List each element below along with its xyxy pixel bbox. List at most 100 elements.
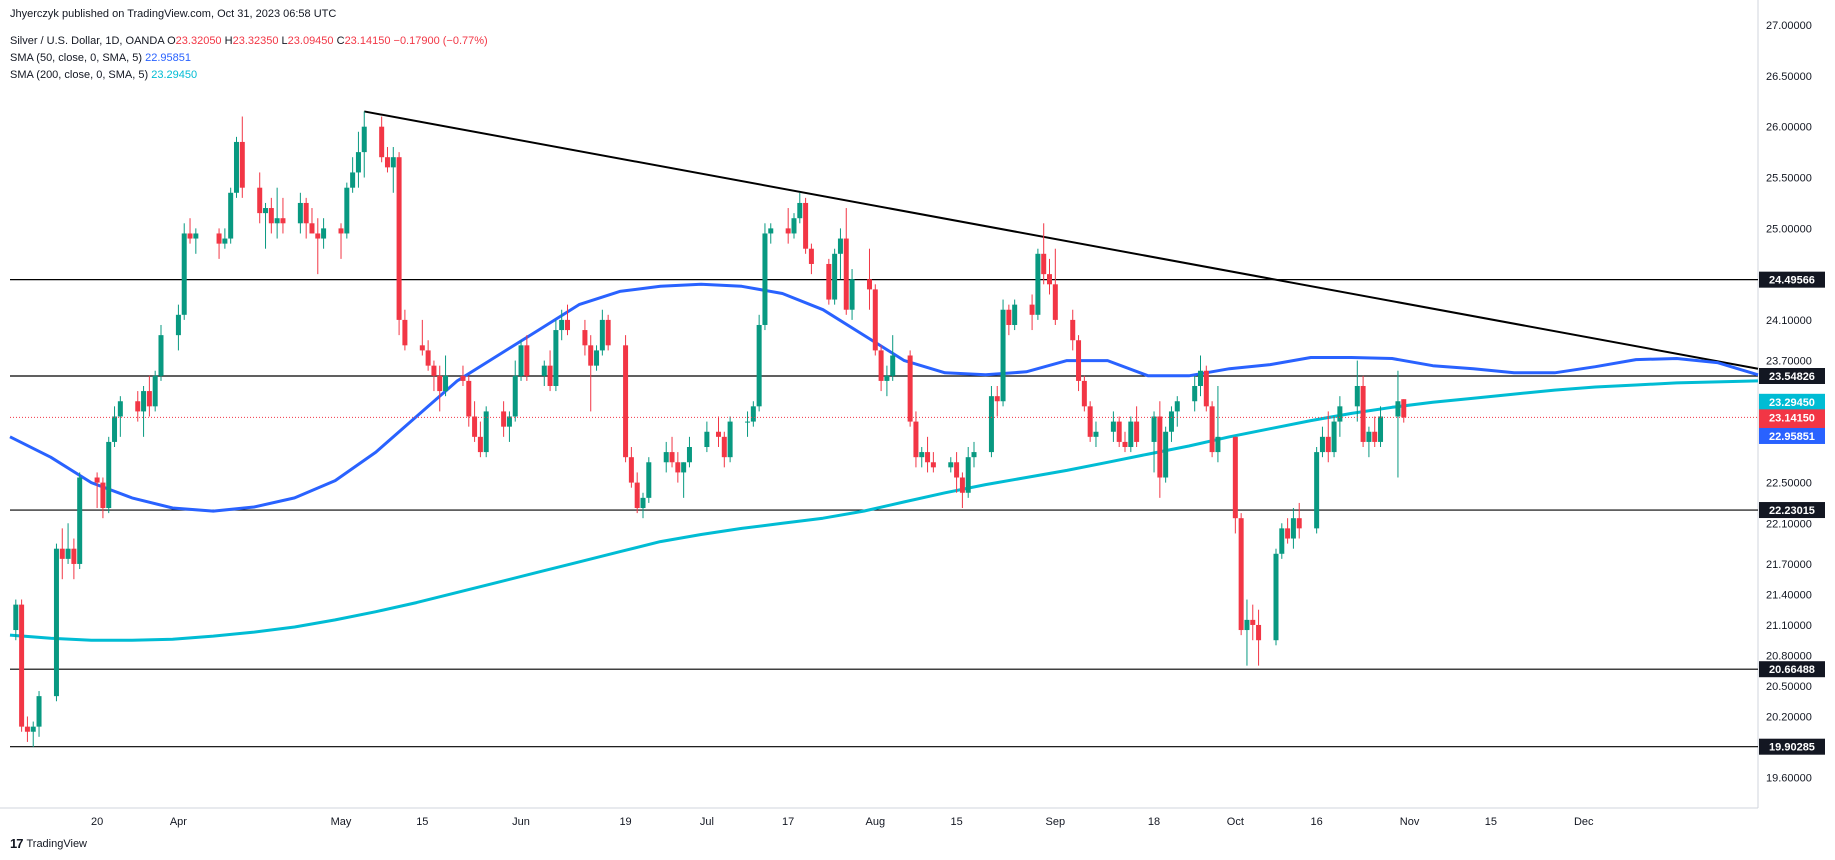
x-tick-label: Nov: [1400, 816, 1420, 828]
sma50-value: 22.95851: [145, 52, 192, 64]
y-tick-label: 20.50000: [1766, 681, 1812, 693]
candle-body: [1378, 416, 1384, 442]
candle-body: [803, 202, 809, 249]
candle-body: [1331, 421, 1337, 453]
candle-body: [94, 477, 100, 483]
candle-body: [872, 289, 878, 351]
change-value: −0.17900 (−0.77%): [393, 35, 488, 47]
level-price-tag: [1759, 271, 1825, 288]
candle-body: [141, 391, 147, 412]
level-price-label: 20.66488: [1769, 664, 1815, 676]
candle-body: [384, 157, 390, 168]
candle-body: [1197, 370, 1203, 386]
candle-body: [925, 452, 931, 463]
candle-body: [919, 452, 925, 458]
y-tick-label: 19.60000: [1766, 772, 1812, 784]
x-tick-label: Oct: [1227, 816, 1244, 828]
x-tick-label: Apr: [170, 816, 187, 828]
open-label: O: [167, 35, 176, 47]
candle-body: [1366, 431, 1372, 442]
y-tick-label: 22.50000: [1766, 478, 1812, 490]
candle-body: [559, 319, 565, 331]
candle-body: [350, 172, 356, 188]
candle-body: [1035, 253, 1041, 315]
candle-body: [634, 482, 640, 509]
candle-body: [768, 228, 774, 234]
candle-body: [797, 202, 803, 219]
candle-body: [321, 228, 327, 239]
candle-body: [437, 375, 443, 392]
candle-body: [135, 401, 141, 412]
x-tick-label: Dec: [1574, 816, 1594, 828]
candle-body: [483, 411, 489, 453]
candle-body: [501, 411, 507, 427]
candle-body: [971, 452, 977, 458]
candle-body: [715, 431, 721, 437]
candle-body: [1250, 619, 1256, 625]
candle-body: [826, 263, 832, 300]
candle-body: [675, 462, 681, 473]
high-value: 23.32350: [232, 35, 279, 47]
trendline-group: [364, 110, 1759, 370]
sma50-line: [9, 282, 1759, 513]
candle-body: [686, 447, 692, 463]
candle-body: [704, 431, 710, 448]
sma200-price-label: 23.29450: [1769, 397, 1815, 409]
candle-body: [13, 604, 19, 631]
candle-body: [1372, 431, 1378, 442]
candle-body: [1209, 406, 1215, 453]
candle-body: [524, 345, 530, 376]
candle-body: [175, 314, 181, 336]
candle-body: [512, 375, 518, 417]
candle-body: [785, 228, 791, 234]
y-tick-label: 27.00000: [1766, 20, 1812, 32]
candle-body: [930, 462, 936, 468]
candle-body: [146, 391, 152, 407]
candle-body: [315, 233, 321, 239]
candle-body: [1273, 553, 1279, 641]
candle-body: [1192, 385, 1198, 402]
candle-body: [1395, 401, 1401, 417]
x-tick-label: Sep: [1046, 816, 1066, 828]
candle-body: [837, 238, 843, 254]
candle-body: [582, 330, 588, 346]
horizontal-levels: [10, 279, 1758, 748]
candle-body: [1047, 274, 1053, 285]
candle-body: [100, 482, 106, 509]
candle-body: [65, 548, 71, 559]
candle-body: [681, 462, 687, 473]
candle-body: [30, 726, 36, 732]
tradingview-footer[interactable]: 17 TradingView: [10, 836, 87, 851]
sma50-legend[interactable]: SMA (50, close, 0, SMA, 5) 22.95851: [10, 52, 191, 64]
candle-body: [402, 319, 408, 346]
candle-body: [565, 319, 571, 331]
candle-body: [646, 462, 652, 498]
candle-body: [1256, 624, 1262, 641]
candle-body: [1012, 304, 1018, 325]
x-tick-label: 15: [416, 816, 428, 828]
candle-body: [1128, 421, 1134, 448]
x-tick-label: 15: [1485, 816, 1497, 828]
candle-body: [605, 319, 611, 346]
sma200-label: SMA (200, close, 0, SMA, 5): [10, 69, 149, 81]
candle-body: [907, 355, 913, 422]
level-price-label: 23.54826: [1769, 371, 1815, 383]
candle-body: [866, 279, 872, 290]
candle-body: [1070, 319, 1076, 341]
candle-body: [727, 421, 733, 458]
candle-body: [843, 238, 849, 310]
price-axis[interactable]: 27.00000 26.50000 26.00000 25.50000 25.00000…: [1766, 20, 1812, 784]
candle-body: [1087, 406, 1093, 437]
low-value: 23.09450: [287, 35, 334, 47]
time-axis[interactable]: 20 Apr May 15 Jun 19 Jul 17 Aug 15 Sep 18 Oct 16 Nov 15…: [91, 816, 1594, 828]
candle-body: [1122, 441, 1128, 448]
sma200-line: [9, 379, 1759, 642]
sma200-legend[interactable]: SMA (200, close, 0, SMA, 5) 23.29450: [10, 69, 197, 81]
y-tick-label: 25.00000: [1766, 223, 1812, 235]
x-tick-label: 16: [1311, 816, 1323, 828]
candle-body: [890, 355, 896, 376]
axis-price-labels: 24.49566 23.54826 22.23015 20.66488 19.90285…: [1759, 271, 1825, 755]
candle-body: [506, 416, 512, 427]
level-price-label: 22.23015: [1769, 505, 1815, 517]
